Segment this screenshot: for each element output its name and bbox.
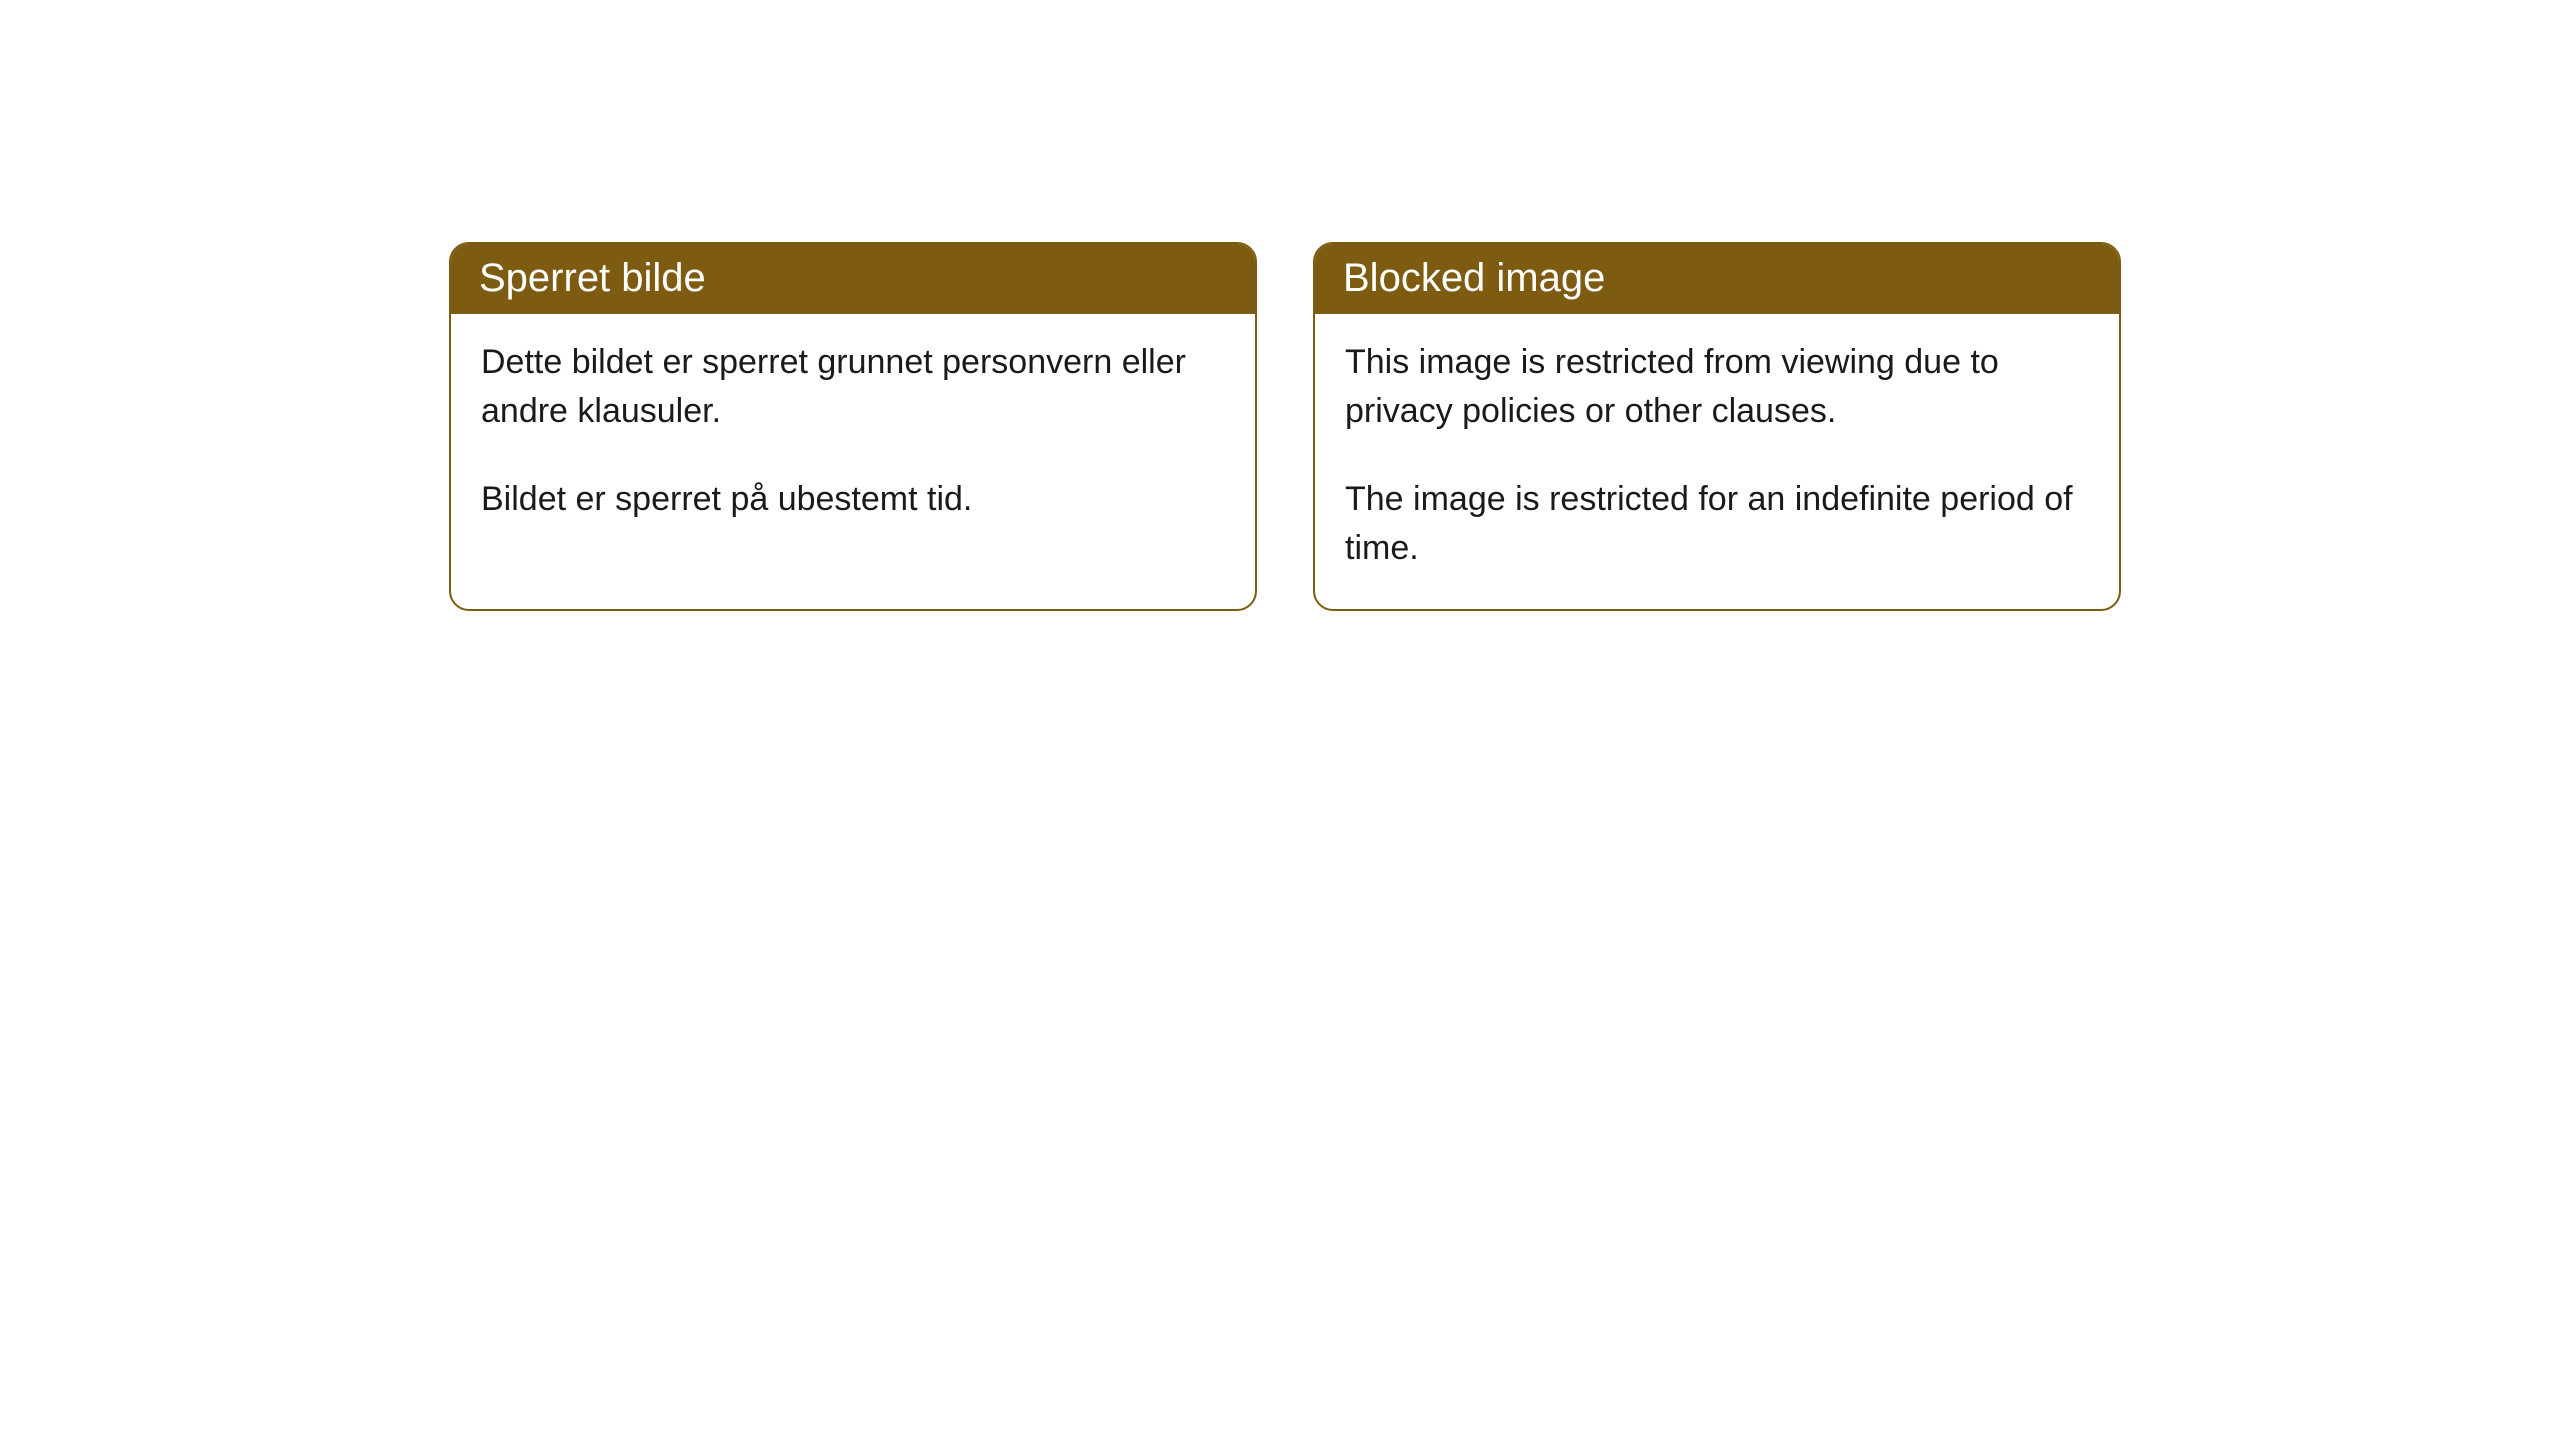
card-body: Dette bildet er sperret grunnet personve… [451, 314, 1255, 560]
card-paragraph: The image is restricted for an indefinit… [1345, 475, 2089, 574]
card-paragraph: This image is restricted from viewing du… [1345, 338, 2089, 437]
card-title: Blocked image [1315, 244, 2119, 314]
blocked-image-card-english: Blocked image This image is restricted f… [1313, 242, 2121, 611]
card-title: Sperret bilde [451, 244, 1255, 314]
blocked-image-card-norwegian: Sperret bilde Dette bildet er sperret gr… [449, 242, 1257, 611]
card-body: This image is restricted from viewing du… [1315, 314, 2119, 609]
card-paragraph: Dette bildet er sperret grunnet personve… [481, 338, 1225, 437]
notice-cards-container: Sperret bilde Dette bildet er sperret gr… [0, 0, 2560, 611]
card-paragraph: Bildet er sperret på ubestemt tid. [481, 475, 1225, 524]
